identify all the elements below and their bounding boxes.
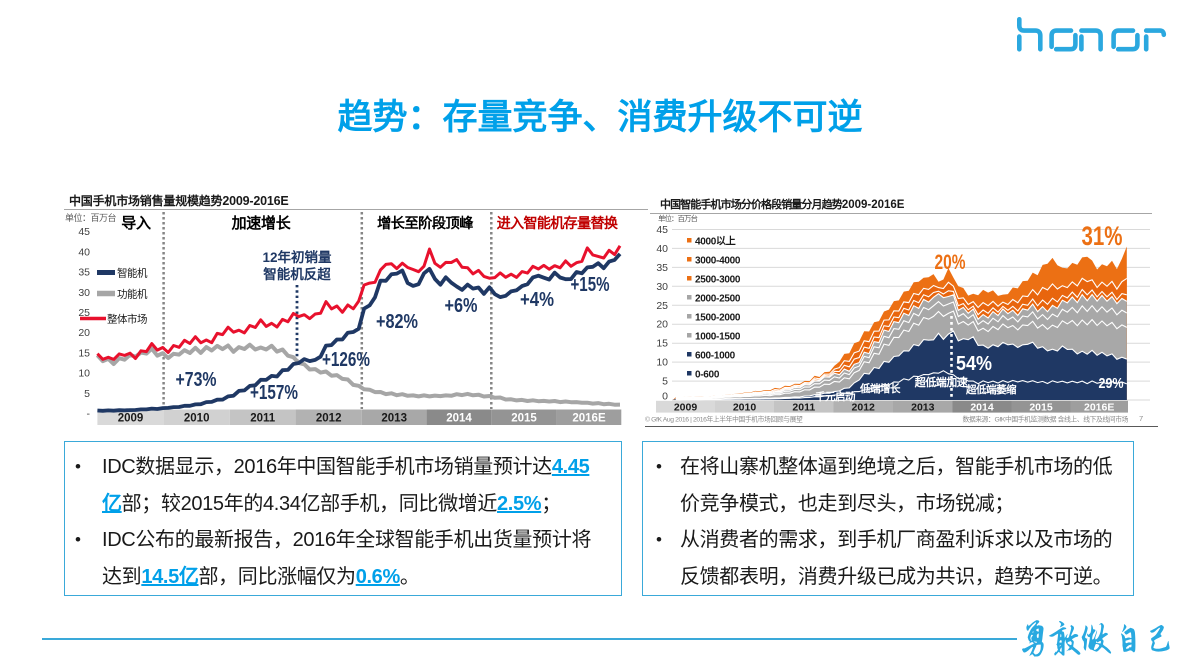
svg-text:25: 25 [656, 300, 668, 312]
svg-text:20%: 20% [935, 251, 966, 274]
svg-text:4000以上: 4000以上 [695, 235, 736, 248]
svg-text:2000-2500: 2000-2500 [695, 294, 741, 305]
svg-text:45: 45 [78, 226, 90, 238]
svg-text:超低端萎缩: 超低端萎缩 [965, 383, 1017, 396]
svg-text:2012: 2012 [316, 413, 342, 425]
svg-text:29%: 29% [1099, 376, 1124, 392]
svg-text:10: 10 [656, 357, 668, 369]
svg-text:2013: 2013 [911, 401, 935, 413]
svg-text:+157%: +157% [250, 382, 298, 404]
svg-text:2014: 2014 [970, 401, 994, 413]
svg-text:15: 15 [78, 347, 90, 359]
svg-text:2013: 2013 [381, 413, 407, 425]
svg-text:整体市场: 整体市场 [107, 313, 147, 326]
svg-text:-: - [87, 408, 91, 420]
svg-text:2015: 2015 [511, 413, 537, 425]
svg-text:7: 7 [1139, 414, 1143, 423]
svg-text:智能机: 智能机 [117, 267, 148, 280]
svg-text:1500-2000: 1500-2000 [695, 313, 741, 324]
svg-text:2500-3000: 2500-3000 [695, 275, 741, 286]
svg-text:+6%: +6% [445, 295, 478, 317]
svg-text:600-1000: 600-1000 [695, 351, 736, 362]
svg-text:40: 40 [78, 246, 90, 258]
svg-text:20: 20 [78, 327, 90, 339]
svg-text:进入智能机存量替换: 进入智能机存量替换 [497, 215, 619, 231]
svg-text:单位：百万台: 单位：百万台 [658, 213, 697, 223]
svg-text:2014: 2014 [446, 413, 472, 425]
svg-text:2016E: 2016E [572, 413, 606, 425]
svg-text:+126%: +126% [322, 349, 370, 371]
svg-text:3000-4000: 3000-4000 [695, 256, 741, 267]
svg-text:+82%: +82% [376, 311, 418, 333]
svg-text:15: 15 [656, 338, 668, 350]
svg-text:+4%: +4% [520, 289, 554, 311]
svg-text:30: 30 [78, 287, 90, 299]
svg-text:5: 5 [84, 388, 90, 400]
svg-text:10: 10 [78, 368, 90, 380]
svg-text:数据来源：GfK中国手机监测数据 含线上、线下及线间市场: 数据来源：GfK中国手机监测数据 含线上、线下及线间市场 [962, 415, 1128, 424]
svg-text:35: 35 [656, 262, 668, 274]
svg-text:2010: 2010 [184, 413, 210, 425]
svg-text:2016E: 2016E [1084, 401, 1114, 413]
svg-text:2009: 2009 [674, 401, 698, 413]
svg-text:0-600: 0-600 [695, 370, 720, 381]
svg-text:5: 5 [662, 376, 668, 388]
svg-text:25: 25 [78, 307, 90, 319]
svg-text:54%: 54% [956, 353, 992, 375]
svg-text:智能机反超: 智能机反超 [263, 266, 331, 282]
svg-text:1000-1500: 1000-1500 [695, 332, 741, 343]
svg-text:增长至阶段顶峰: 增长至阶段顶峰 [377, 215, 474, 232]
svg-text:2009: 2009 [118, 413, 144, 425]
svg-text:31%: 31% [1082, 221, 1123, 251]
svg-text:超低端加速: 超低端加速 [914, 375, 968, 389]
svg-text:30: 30 [656, 281, 668, 293]
svg-text:0: 0 [662, 391, 668, 403]
svg-text:+15%: +15% [571, 274, 610, 296]
svg-text:2011: 2011 [250, 413, 276, 425]
svg-text:20: 20 [656, 319, 668, 331]
svg-text:中国智能手机市场分价格段销量分月趋势2009-2016E: 中国智能手机市场分价格段销量分月趋势2009-2016E [660, 197, 905, 211]
svg-text:低端增长: 低端增长 [859, 382, 901, 395]
svg-text:中国手机市场销售量规模趋势2009-2016E: 中国手机市场销售量规模趋势2009-2016E [69, 193, 289, 208]
svg-text:35: 35 [78, 267, 90, 279]
svg-text:© GfK Aug 2016 | 2016年上半年中国手机市: © GfK Aug 2016 | 2016年上半年中国手机市场回顾与展望 [645, 415, 803, 424]
svg-text:单位：百万台: 单位：百万台 [65, 212, 117, 223]
svg-text:12年初销量: 12年初销量 [262, 249, 332, 265]
svg-text:导入: 导入 [121, 215, 151, 232]
svg-text:加速增长: 加速增长 [231, 214, 292, 232]
svg-text:2015: 2015 [1029, 401, 1053, 413]
svg-text:+73%: +73% [176, 369, 217, 391]
svg-text:40: 40 [656, 243, 668, 255]
svg-text:千元启动: 千元启动 [815, 390, 856, 403]
svg-text:45: 45 [656, 224, 668, 236]
svg-text:2010: 2010 [733, 401, 757, 413]
svg-text:功能机: 功能机 [117, 288, 148, 301]
svg-text:2012: 2012 [852, 401, 876, 413]
svg-text:2011: 2011 [792, 401, 815, 413]
